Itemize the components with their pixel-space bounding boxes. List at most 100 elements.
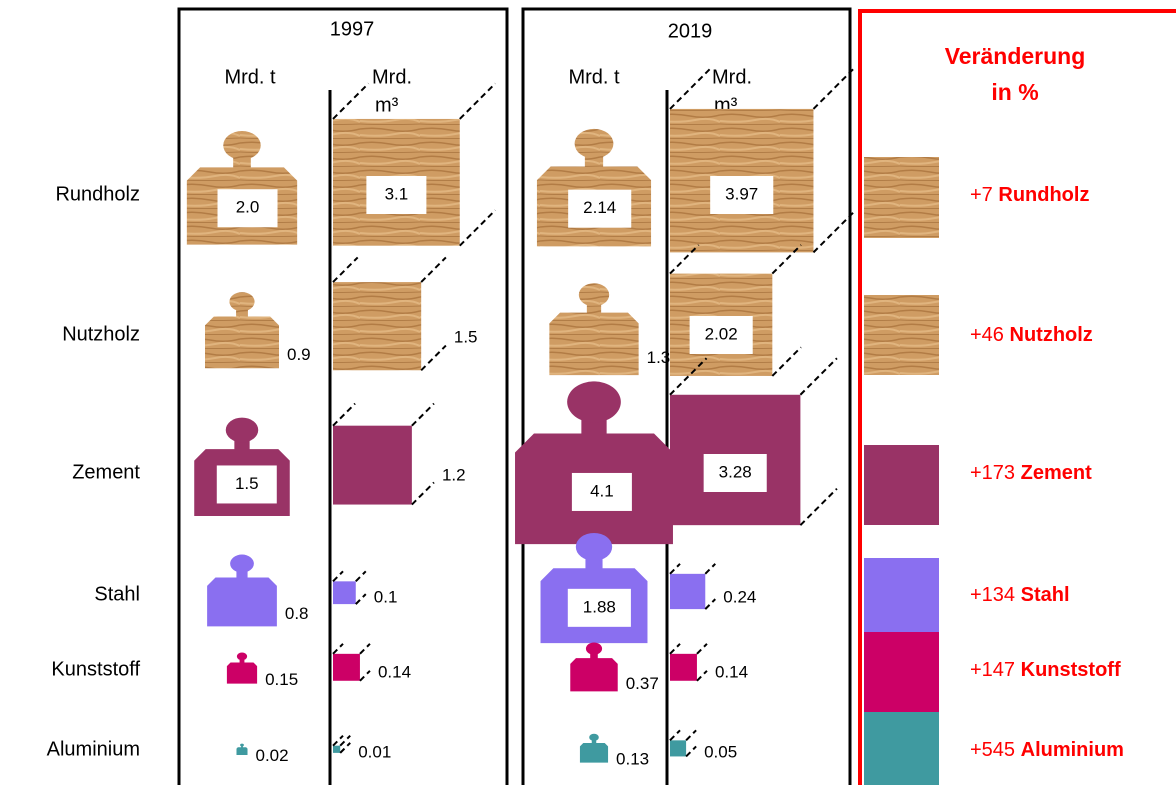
row-label: Stahl: [94, 583, 140, 605]
value-label: 0.37: [626, 674, 659, 693]
cube-edge: [697, 671, 707, 681]
cube-edge: [686, 730, 696, 740]
weight-body: [549, 302, 638, 375]
value-label: 0.14: [378, 662, 411, 681]
cube-edge: [356, 571, 366, 581]
weight-body: [236, 746, 247, 755]
weight: [207, 555, 277, 627]
cube-edge: [670, 564, 680, 574]
change-label: +46 Nutzholz: [970, 324, 1093, 346]
value-label: 3.28: [719, 462, 752, 481]
value-label: 0.13: [616, 750, 649, 769]
change-label: +545 Aluminium: [970, 739, 1124, 761]
weight-body: [570, 652, 617, 691]
change-header: Veränderung: [945, 43, 1086, 69]
change-swatch: [864, 295, 939, 375]
value-label: 3.1: [385, 184, 409, 203]
cube-edge: [333, 571, 343, 581]
value-label: 1.5: [454, 327, 478, 346]
weight-knob: [240, 744, 244, 747]
weight-knob: [223, 131, 261, 160]
row-label: Rundholz: [55, 183, 140, 205]
cube-edge: [333, 83, 368, 118]
weight-knob: [575, 129, 614, 159]
change-swatch: [864, 632, 939, 712]
cube-edge: [697, 644, 707, 654]
unit: Mrd.: [712, 66, 752, 88]
cube-edge: [421, 257, 446, 282]
cube-face: [670, 740, 686, 756]
cube: [670, 245, 801, 376]
row-label: Nutzholz: [62, 323, 140, 345]
weight: [236, 744, 247, 755]
cube-face: [333, 426, 412, 505]
change-label: +173 Zement: [970, 462, 1092, 484]
cube-edge: [360, 671, 370, 681]
weight-knob: [237, 652, 247, 660]
cube-edge: [686, 746, 696, 756]
cube-edge: [705, 564, 715, 574]
weight: [515, 381, 673, 544]
cube: [333, 257, 446, 370]
value-label: 2.02: [705, 324, 738, 343]
cube-edge: [670, 644, 680, 654]
cube-edge: [333, 644, 343, 654]
weight-knob: [576, 533, 612, 561]
value-label: 0.1: [374, 587, 398, 606]
value-label: 0.24: [723, 587, 756, 606]
weight-knob: [229, 292, 254, 311]
cube: [333, 404, 434, 505]
cube: [333, 736, 350, 753]
row-label: Kunststoff: [51, 658, 140, 680]
cube-edge: [800, 489, 837, 526]
row-label: Zement: [72, 461, 140, 483]
weight-body: [227, 659, 257, 684]
cube-edge: [333, 257, 358, 282]
change-value: +134: [970, 584, 1015, 606]
weight-body: [207, 569, 277, 626]
weight-knob: [567, 381, 621, 422]
value-label: 0.8: [285, 604, 309, 623]
weight-body: [580, 740, 608, 763]
cube-face: [333, 282, 421, 370]
unit: Mrd. t: [568, 66, 620, 88]
weight-knob: [579, 283, 609, 306]
weight: [580, 734, 608, 763]
value-label: 0.9: [287, 345, 311, 364]
value-label: 0.14: [715, 662, 748, 681]
year: 1997: [330, 18, 375, 40]
value-label: 4.1: [590, 481, 614, 500]
change-value: +545: [970, 739, 1015, 761]
value-label: 1.88: [583, 597, 616, 616]
infographic: 1997 2019 Mrd. t Mrd. t Mrd. m³ Mrd. m³ …: [0, 0, 1176, 785]
year: 2019: [668, 20, 713, 42]
cube-face: [333, 581, 356, 604]
cube-edge: [813, 212, 853, 252]
row-label: Aluminium: [47, 738, 140, 760]
cube-edge: [360, 644, 370, 654]
cube-edge: [813, 69, 853, 109]
cube-edge: [356, 594, 366, 604]
change-value: +46: [970, 324, 1004, 346]
change-label: +134 Stahl: [970, 584, 1070, 606]
value-label: 0.02: [256, 746, 289, 765]
cube-face: [333, 654, 360, 681]
cube: [333, 83, 495, 245]
change-value: +173: [970, 462, 1015, 484]
change-name: Rundholz: [998, 184, 1089, 206]
change-name: Zement: [1021, 462, 1092, 484]
cube-edge: [412, 404, 434, 426]
value-label: 2.0: [236, 198, 260, 217]
cube-face: [670, 574, 705, 609]
page: {"years": ["1997", "2019"], "unit_weight…: [0, 0, 1176, 785]
value-label: 2.14: [583, 198, 616, 217]
change-name: Stahl: [1021, 584, 1070, 606]
weight: [537, 129, 651, 247]
cube-face: [333, 746, 340, 753]
weight-knob: [586, 642, 602, 654]
weight-body: [205, 308, 279, 369]
unit: Mrd.: [372, 66, 412, 88]
unit: Mrd. t: [224, 66, 276, 88]
change-swatch: [864, 712, 939, 785]
value-label: 1.2: [442, 465, 466, 484]
